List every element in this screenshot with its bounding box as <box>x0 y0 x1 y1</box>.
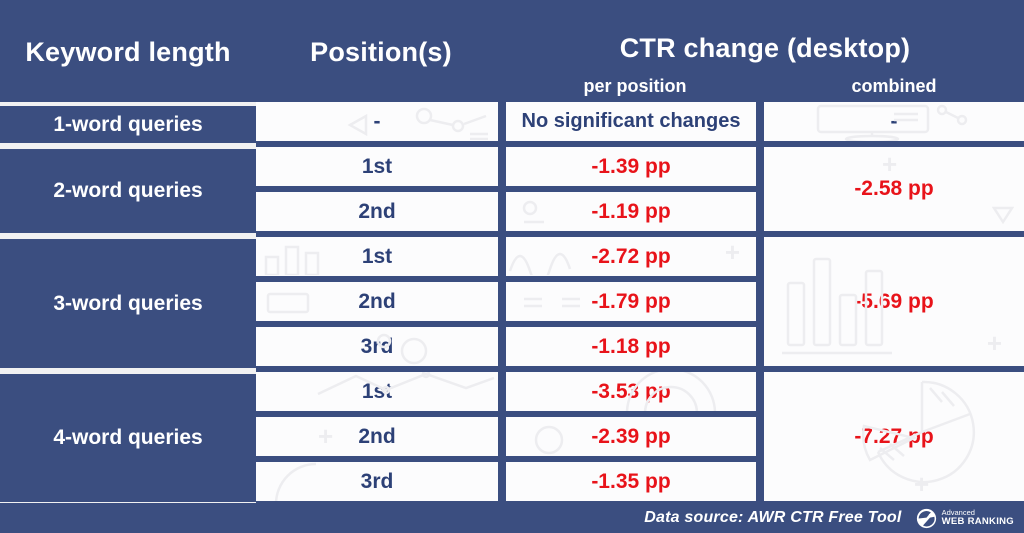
combined-cell: + -5.69 pp <box>764 237 1024 366</box>
header-positions: Position(s) <box>310 37 452 67</box>
position-cell: 1st <box>256 372 506 411</box>
per-position-value: No significant changes <box>521 110 741 132</box>
combined-value: -2.58 pp <box>854 177 934 200</box>
doodle-wave-icon <box>508 252 572 275</box>
per-position-cell: -1.18 pp <box>506 327 764 366</box>
doodle-plus-icon: + <box>914 469 930 499</box>
position-label: 2nd <box>358 199 396 223</box>
combined-value: -7.27 pp <box>854 424 934 448</box>
per-position-value: -1.18 pp <box>591 334 671 358</box>
header-ctr-change: CTR change (desktop) <box>619 33 911 63</box>
position-cell: - <box>256 102 506 141</box>
position-label: 3rd <box>360 334 394 358</box>
doodle-plus-icon: + <box>318 421 334 451</box>
keyword-length-column: 1-word queries 2-word queries 3-word que… <box>0 102 256 503</box>
doodle-shape-icon <box>522 200 544 224</box>
per-position-cell: -3.53 pp <box>506 372 764 411</box>
per-position-value: -3.53 pp <box>591 379 671 403</box>
combined-cell: + -7.27 pp <box>764 372 1024 501</box>
position-label: 1st <box>361 379 393 403</box>
per-position-cell: -1.39 pp <box>506 147 764 186</box>
doodle-plus-icon: + <box>882 149 898 179</box>
position-label: 1st <box>361 154 393 178</box>
combined-value: - <box>890 109 898 133</box>
per-position-value: -2.72 pp <box>591 244 671 268</box>
table-body: 1-word queries 2-word queries 3-word que… <box>0 102 1024 503</box>
combined-cell: + -2.58 pp <box>764 147 1024 231</box>
combined-value: -5.69 pp <box>854 289 934 313</box>
doodle-circle-icon <box>534 425 564 455</box>
keyword-length-cell: 1-word queries <box>0 106 256 143</box>
keyword-length-cell: 3-word queries <box>0 239 256 368</box>
position-cell: 2nd <box>256 282 506 321</box>
doodle-plus-icon: + <box>724 237 740 267</box>
per-position-value: -1.79 pp <box>591 289 671 313</box>
per-position-cell: + -2.72 pp <box>506 237 764 276</box>
doodle-triangle-down-icon <box>992 206 1014 225</box>
per-position-value: -1.19 pp <box>591 199 671 223</box>
position-cell: 2nd <box>256 192 506 231</box>
logo-line1: Advanced <box>941 508 975 518</box>
subheader-per-position: per position <box>583 76 687 96</box>
per-position-cell: -2.39 pp <box>506 417 764 456</box>
footer-bar: Data source: AWR CTR Free Tool Advanced … <box>0 503 1024 533</box>
doodle-equals-icon <box>524 297 580 308</box>
position-cell: + 2nd <box>256 417 506 456</box>
per-position-value: -1.39 pp <box>591 154 671 178</box>
table-header: Keyword length Position(s) CTR change (d… <box>0 0 1024 102</box>
subheader-combined: combined <box>851 76 937 96</box>
position-label: 2nd <box>358 424 396 448</box>
combined-cell: - <box>764 102 1024 141</box>
per-position-cell: No significant changes <box>506 102 764 141</box>
doodle-triangle-icon <box>347 113 368 137</box>
position-label: 1st <box>361 244 393 268</box>
per-position-cell: -1.19 pp <box>506 192 764 231</box>
per-position-value: -2.39 pp <box>591 424 671 448</box>
doodle-mountain-icon <box>317 372 495 396</box>
per-position-value: -1.35 pp <box>591 469 671 493</box>
doodle-plus-icon: + <box>986 328 1002 358</box>
data-source-label: Data source: AWR CTR Free Tool <box>644 509 902 526</box>
awr-logo: Advanced WEB RANKING <box>916 508 1014 529</box>
doodle-bars-icon <box>264 245 320 275</box>
position-label: - <box>373 109 381 133</box>
header-keyword-length: Keyword length <box>25 37 231 67</box>
doodle-network-icon <box>415 107 488 140</box>
doodle-arc-icon <box>274 462 317 501</box>
doodle-lines-icon <box>266 292 310 314</box>
position-cell: 3rd <box>256 327 506 366</box>
keyword-length-cell: 4-word queries <box>0 374 256 502</box>
values-grid: - No significant changes - 1st -1.39 pp … <box>256 102 1024 503</box>
awr-logo-icon <box>916 508 936 528</box>
keyword-length-cell: 2-word queries <box>0 149 256 233</box>
per-position-cell: -1.35 pp <box>506 462 764 501</box>
position-cell: 3rd <box>256 462 506 501</box>
position-label: 3rd <box>360 469 394 493</box>
position-label: 2nd <box>358 289 396 313</box>
position-cell: 1st <box>256 237 506 276</box>
per-position-cell: -1.79 pp <box>506 282 764 321</box>
logo-line2: WEB RANKING <box>941 515 1014 527</box>
position-cell: 1st <box>256 147 506 186</box>
